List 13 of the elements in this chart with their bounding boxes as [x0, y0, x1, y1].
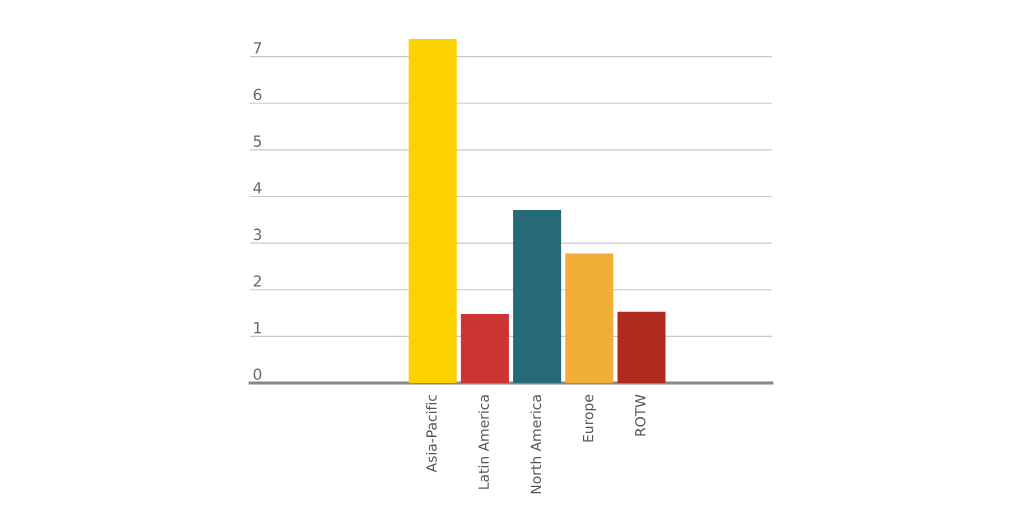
y-tick-label: 7 — [253, 42, 262, 54]
x-tick-label: Europe — [583, 394, 597, 442]
x-tick-label: Asia-Pacific — [425, 394, 437, 473]
x-tick-label: ROTW — [635, 394, 646, 436]
y-tick-label: 3 — [253, 228, 262, 241]
y-tick-label: 6 — [253, 88, 262, 101]
y-tick-label: 5 — [253, 135, 261, 147]
y-tick-label: 2 — [253, 275, 261, 287]
x-tick-label: North America — [530, 395, 542, 494]
y-tick-label: 0 — [253, 368, 262, 381]
y-tick-label: 4 — [253, 182, 262, 194]
y-tick-label: 1 — [254, 322, 261, 334]
x-tick-label: Latin America — [478, 395, 489, 489]
